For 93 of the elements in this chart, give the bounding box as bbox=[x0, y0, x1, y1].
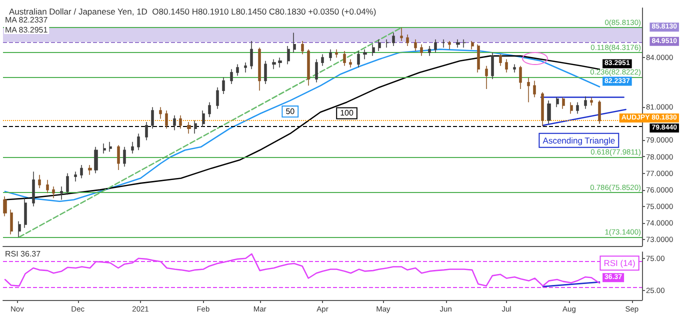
candlestick bbox=[287, 46, 290, 65]
candlestick bbox=[293, 32, 296, 54]
candlestick bbox=[94, 146, 98, 174]
candlestick bbox=[513, 64, 516, 73]
candlestick bbox=[60, 186, 63, 200]
candlestick bbox=[194, 120, 197, 134]
candlestick bbox=[202, 110, 205, 128]
candlestick bbox=[80, 164, 83, 179]
candlestick bbox=[335, 48, 338, 58]
candlestick bbox=[491, 52, 494, 80]
candlestick bbox=[456, 39, 460, 48]
candlestick bbox=[321, 54, 324, 66]
candlestick bbox=[349, 58, 352, 68]
candlestick bbox=[301, 40, 304, 55]
candlestick bbox=[598, 100, 601, 124]
candlestick bbox=[10, 209, 13, 235]
candlestick bbox=[307, 48, 310, 86]
candlestick bbox=[264, 60, 267, 84]
candlestick bbox=[343, 50, 346, 66]
series-label: 100 bbox=[340, 108, 354, 118]
candlestick bbox=[576, 102, 579, 114]
candlestick bbox=[485, 65, 488, 90]
candlestick bbox=[216, 86, 219, 110]
annotation: MA 82.2337 bbox=[5, 16, 48, 24]
chart-title: Australian Dollar / Japanese Yen, 1D O80.1450 H80.1910 L80.1450 C80.1830 +0.0350 (+0.04%) bbox=[9, 6, 376, 16]
candlestick bbox=[131, 141, 134, 154]
candlestick bbox=[329, 48, 332, 62]
candlestick bbox=[363, 48, 367, 60]
candlestick bbox=[52, 186, 55, 198]
series-label: 50 bbox=[286, 107, 296, 116]
candlestick bbox=[463, 39, 466, 48]
candlestick bbox=[74, 171, 77, 182]
candlestick bbox=[590, 96, 593, 106]
candlestick bbox=[527, 77, 530, 103]
candlestick bbox=[434, 39, 437, 54]
candlestick bbox=[137, 133, 140, 151]
candlestick bbox=[386, 39, 389, 48]
candlestick bbox=[159, 106, 162, 120]
candlestick bbox=[448, 40, 451, 50]
candlestick bbox=[406, 34, 409, 46]
candlestick bbox=[547, 100, 551, 124]
candlestick bbox=[32, 171, 35, 207]
candlestick bbox=[46, 179, 49, 194]
candlestick bbox=[278, 57, 282, 68]
candlestick bbox=[123, 146, 126, 168]
candlestick bbox=[400, 27, 403, 42]
candlestick bbox=[471, 40, 474, 50]
annotation: Ascending Triangle bbox=[542, 135, 616, 146]
candlestick bbox=[392, 32, 395, 46]
candlestick bbox=[562, 96, 565, 110]
candlestick bbox=[3, 196, 7, 217]
candlestick bbox=[187, 122, 191, 134]
candlestick bbox=[372, 44, 375, 56]
candlestick bbox=[250, 40, 253, 70]
candlestick bbox=[414, 39, 417, 52]
candlestick bbox=[541, 92, 544, 127]
candlestick bbox=[173, 115, 176, 131]
annotation: MA 83.2951 bbox=[5, 26, 48, 34]
candlestick bbox=[505, 58, 508, 73]
candlestick bbox=[442, 39, 445, 48]
candlestick bbox=[477, 44, 480, 73]
candlestick bbox=[145, 122, 148, 141]
candlestick bbox=[244, 62, 247, 73]
candlestick bbox=[236, 64, 239, 76]
candlestick bbox=[519, 65, 522, 90]
candlestick bbox=[258, 47, 261, 92]
candlestick bbox=[378, 39, 381, 52]
candlestick bbox=[420, 44, 423, 56]
candlestick bbox=[315, 58, 318, 83]
candlestick bbox=[499, 54, 502, 66]
candlestick bbox=[208, 102, 211, 118]
candlestick bbox=[556, 96, 559, 108]
candlestick bbox=[272, 58, 276, 70]
candlestick bbox=[584, 96, 587, 110]
candlestick bbox=[109, 141, 112, 152]
candlestick bbox=[570, 102, 573, 114]
candlestick bbox=[103, 143, 106, 154]
candlestick bbox=[357, 50, 360, 68]
candlestick bbox=[66, 172, 69, 196]
candlestick bbox=[117, 144, 120, 170]
candlestick bbox=[151, 106, 154, 130]
candlestick bbox=[88, 164, 92, 176]
candlestick bbox=[24, 198, 27, 228]
annotation: RSI 36.37 bbox=[5, 250, 42, 258]
candlestick bbox=[38, 174, 41, 189]
annotation: RSI (14) bbox=[604, 258, 636, 268]
candlestick bbox=[179, 115, 182, 130]
candlestick bbox=[222, 77, 225, 94]
candlestick bbox=[533, 80, 536, 98]
candlestick bbox=[230, 68, 233, 84]
candlestick bbox=[18, 220, 21, 238]
candlestick bbox=[165, 110, 168, 130]
candlestick bbox=[428, 46, 431, 56]
